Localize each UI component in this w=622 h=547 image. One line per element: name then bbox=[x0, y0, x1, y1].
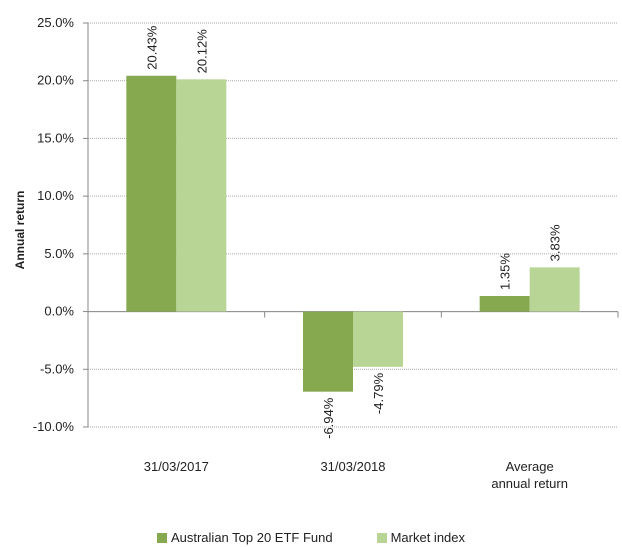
bar bbox=[126, 75, 177, 312]
y-tick-label: 15.0% bbox=[37, 130, 74, 145]
data-label: -6.94% bbox=[321, 397, 336, 439]
y-tick-label: -5.0% bbox=[40, 361, 74, 376]
legend-swatch bbox=[376, 533, 387, 543]
legend-label: Market index bbox=[390, 530, 466, 545]
x-tick-label: Average annual return bbox=[491, 459, 568, 491]
data-label: 3.83% bbox=[548, 224, 563, 261]
bar bbox=[353, 311, 403, 367]
x-tick-label: 31/03/2018 bbox=[320, 459, 386, 474]
y-tick-label: 25.0% bbox=[37, 15, 74, 30]
y-tick-label: 0.0% bbox=[44, 304, 74, 319]
y-axis-title: Annual return bbox=[13, 191, 27, 270]
x-tick-label: 31/03/2017 bbox=[143, 459, 209, 474]
bar bbox=[303, 311, 353, 392]
y-tick-label: 10.0% bbox=[37, 188, 74, 203]
bar bbox=[529, 267, 580, 312]
bar bbox=[176, 79, 227, 312]
data-label: -4.79% bbox=[371, 372, 386, 414]
legend-label: Australian Top 20 ETF Fund bbox=[170, 530, 333, 545]
legend-swatch bbox=[156, 533, 167, 543]
bar bbox=[479, 295, 530, 312]
y-tick-label: 20.0% bbox=[37, 73, 74, 88]
data-label: 20.43% bbox=[144, 25, 159, 70]
data-label: 1.35% bbox=[498, 253, 513, 290]
legend-item: Market index bbox=[376, 530, 466, 545]
y-tick-label: 5.0% bbox=[44, 246, 74, 261]
legend: Australian Top 20 ETF Fund Market index bbox=[0, 530, 622, 545]
data-label: 20.12% bbox=[194, 29, 209, 74]
legend-item: Australian Top 20 ETF Fund bbox=[156, 530, 333, 545]
y-tick-label: -10.0% bbox=[33, 419, 75, 434]
